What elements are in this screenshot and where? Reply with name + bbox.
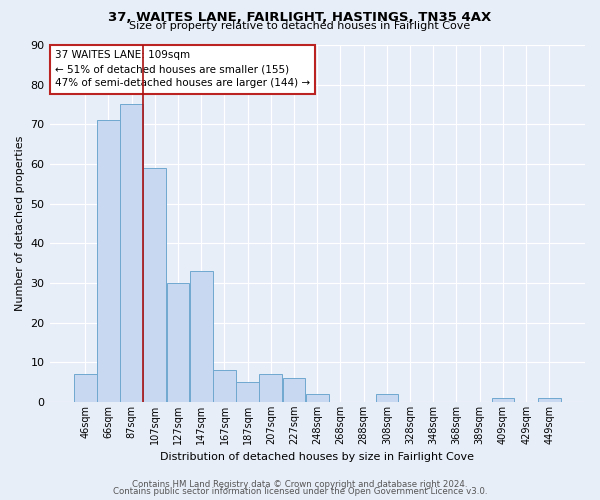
Text: Contains HM Land Registry data © Crown copyright and database right 2024.: Contains HM Land Registry data © Crown c… — [132, 480, 468, 489]
X-axis label: Distribution of detached houses by size in Fairlight Cove: Distribution of detached houses by size … — [160, 452, 474, 462]
Bar — [213, 370, 236, 402]
Bar — [236, 382, 259, 402]
Bar — [74, 374, 97, 402]
Text: Size of property relative to detached houses in Fairlight Cove: Size of property relative to detached ho… — [130, 21, 470, 31]
Bar — [283, 378, 305, 402]
Bar — [143, 168, 166, 402]
Bar — [97, 120, 120, 402]
Text: 37, WAITES LANE, FAIRLIGHT, HASTINGS, TN35 4AX: 37, WAITES LANE, FAIRLIGHT, HASTINGS, TN… — [109, 11, 491, 24]
Bar — [190, 271, 212, 402]
Bar — [259, 374, 282, 402]
Text: 37 WAITES LANE: 109sqm
← 51% of detached houses are smaller (155)
47% of semi-de: 37 WAITES LANE: 109sqm ← 51% of detached… — [55, 50, 310, 88]
Bar — [538, 398, 560, 402]
Bar — [167, 283, 190, 402]
Y-axis label: Number of detached properties: Number of detached properties — [15, 136, 25, 311]
Bar — [491, 398, 514, 402]
Bar — [120, 104, 143, 402]
Bar — [376, 394, 398, 402]
Bar — [306, 394, 329, 402]
Text: Contains public sector information licensed under the Open Government Licence v3: Contains public sector information licen… — [113, 487, 487, 496]
